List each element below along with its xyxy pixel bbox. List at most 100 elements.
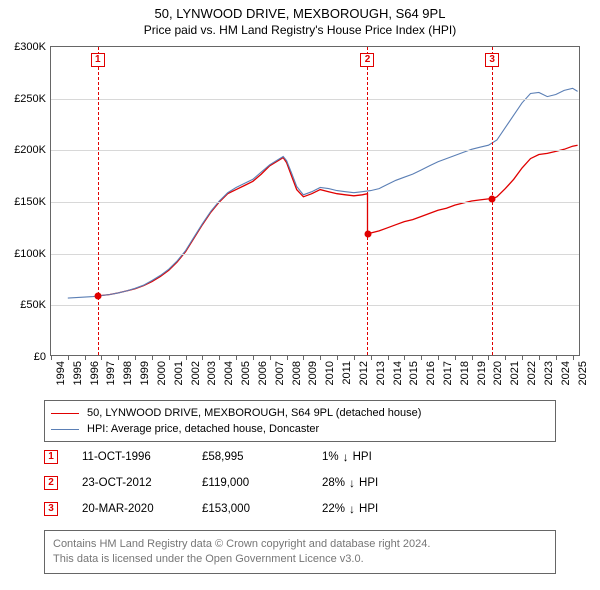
x-axis-label: 1997 (105, 361, 117, 385)
sale-date: 20-MAR-2020 (82, 503, 202, 515)
plot-area: £0£50K£100K£150K£200K£250K£300K199419951… (50, 46, 580, 356)
sale-dot (364, 231, 371, 238)
x-axis-label: 2019 (476, 361, 488, 385)
x-axis-label: 2010 (324, 361, 336, 385)
gridline (51, 305, 579, 306)
x-tick (573, 355, 574, 360)
sale-date: 23-OCT-2012 (82, 477, 202, 489)
x-tick (202, 355, 203, 360)
x-tick (253, 355, 254, 360)
x-tick (522, 355, 523, 360)
y-axis-label: £300K (14, 41, 46, 53)
x-tick (505, 355, 506, 360)
x-tick (371, 355, 372, 360)
x-axis-label: 2022 (526, 361, 538, 385)
sale-price: £58,995 (202, 451, 322, 463)
x-tick (101, 355, 102, 360)
x-tick (421, 355, 422, 360)
series-price_paid (98, 145, 578, 296)
x-tick (85, 355, 86, 360)
x-axis-label: 2013 (375, 361, 387, 385)
arrow-down-icon: ↓ (349, 476, 355, 490)
sale-dot (489, 195, 496, 202)
x-tick (152, 355, 153, 360)
x-tick (337, 355, 338, 360)
sale-row: 320-MAR-2020£153,00022%↓HPI (44, 496, 556, 522)
y-axis-label: £50K (20, 299, 46, 311)
sale-price: £153,000 (202, 503, 322, 515)
arrow-down-icon: ↓ (343, 450, 349, 464)
sale-row: 111-OCT-1996£58,9951%↓HPI (44, 444, 556, 470)
x-axis-label: 1998 (122, 361, 134, 385)
x-axis-label: 2024 (560, 361, 572, 385)
x-tick (488, 355, 489, 360)
x-tick (186, 355, 187, 360)
x-tick (135, 355, 136, 360)
sale-diff-label: HPI (359, 477, 378, 489)
x-tick (320, 355, 321, 360)
x-axis-label: 2016 (425, 361, 437, 385)
x-axis-label: 2017 (442, 361, 454, 385)
x-axis-label: 2012 (358, 361, 370, 385)
x-axis-label: 2007 (274, 361, 286, 385)
legend-swatch (51, 413, 79, 414)
legend-swatch (51, 429, 79, 430)
x-axis-label: 2000 (156, 361, 168, 385)
x-axis-label: 2004 (223, 361, 235, 385)
x-axis-label: 2023 (543, 361, 555, 385)
legend-item: 50, LYNWOOD DRIVE, MEXBOROUGH, S64 9PL (… (51, 405, 549, 421)
sale-event-line (367, 47, 368, 355)
x-axis-label: 2003 (206, 361, 218, 385)
x-tick (68, 355, 69, 360)
sale-marker-3: 3 (485, 53, 499, 67)
y-axis-label: £0 (34, 351, 46, 363)
x-tick (354, 355, 355, 360)
sale-dot (94, 293, 101, 300)
gridline (51, 254, 579, 255)
y-axis-label: £200K (14, 144, 46, 156)
chart-subtitle: Price paid vs. HM Land Registry's House … (0, 21, 600, 41)
x-tick (388, 355, 389, 360)
x-tick (287, 355, 288, 360)
gridline (51, 202, 579, 203)
footer-line-2: This data is licensed under the Open Gov… (53, 552, 547, 567)
sale-price: £119,000 (202, 477, 322, 489)
x-tick (404, 355, 405, 360)
x-axis-label: 2006 (257, 361, 269, 385)
footer-attribution: Contains HM Land Registry data © Crown c… (44, 530, 556, 574)
x-tick (51, 355, 52, 360)
sale-event-line (98, 47, 99, 355)
y-axis-label: £100K (14, 248, 46, 260)
sale-row-marker: 2 (44, 476, 58, 490)
x-tick (455, 355, 456, 360)
x-tick (236, 355, 237, 360)
sale-diff: 28% ↓ HPI (322, 476, 378, 490)
x-axis-label: 1996 (89, 361, 101, 385)
sale-row: 2 23-OCT-2012£119,00028% ↓ HPI (44, 470, 556, 496)
sale-diff-label: HPI (359, 503, 378, 515)
sale-diff-pct: 28% (322, 477, 345, 489)
x-axis-label: 2020 (492, 361, 504, 385)
x-axis-label: 2001 (173, 361, 185, 385)
legend-box: 50, LYNWOOD DRIVE, MEXBOROUGH, S64 9PL (… (44, 400, 556, 442)
legend-label: 50, LYNWOOD DRIVE, MEXBOROUGH, S64 9PL (… (87, 407, 421, 419)
x-axis-label: 1995 (72, 361, 84, 385)
footer-line-1: Contains HM Land Registry data © Crown c… (53, 537, 547, 552)
sale-marker-1: 1 (91, 53, 105, 67)
sale-diff-pct: 22% (322, 503, 345, 515)
sale-diff-label: HPI (353, 451, 372, 463)
arrow-down-icon: ↓ (349, 502, 355, 516)
x-axis-label: 2025 (577, 361, 589, 385)
x-axis-label: 2015 (408, 361, 420, 385)
x-axis-label: 2009 (307, 361, 319, 385)
y-axis-label: £150K (14, 196, 46, 208)
y-axis-label: £250K (14, 93, 46, 105)
chart-title: 50, LYNWOOD DRIVE, MEXBOROUGH, S64 9PL (0, 0, 600, 21)
sale-diff: 1%↓HPI (322, 450, 372, 464)
sales-list: 111-OCT-1996£58,9951%↓HPI223-OCT-2012£11… (44, 444, 556, 522)
x-tick (169, 355, 170, 360)
x-tick (472, 355, 473, 360)
x-tick (303, 355, 304, 360)
x-axis-label: 2021 (509, 361, 521, 385)
sale-date: 11-OCT-1996 (82, 451, 202, 463)
